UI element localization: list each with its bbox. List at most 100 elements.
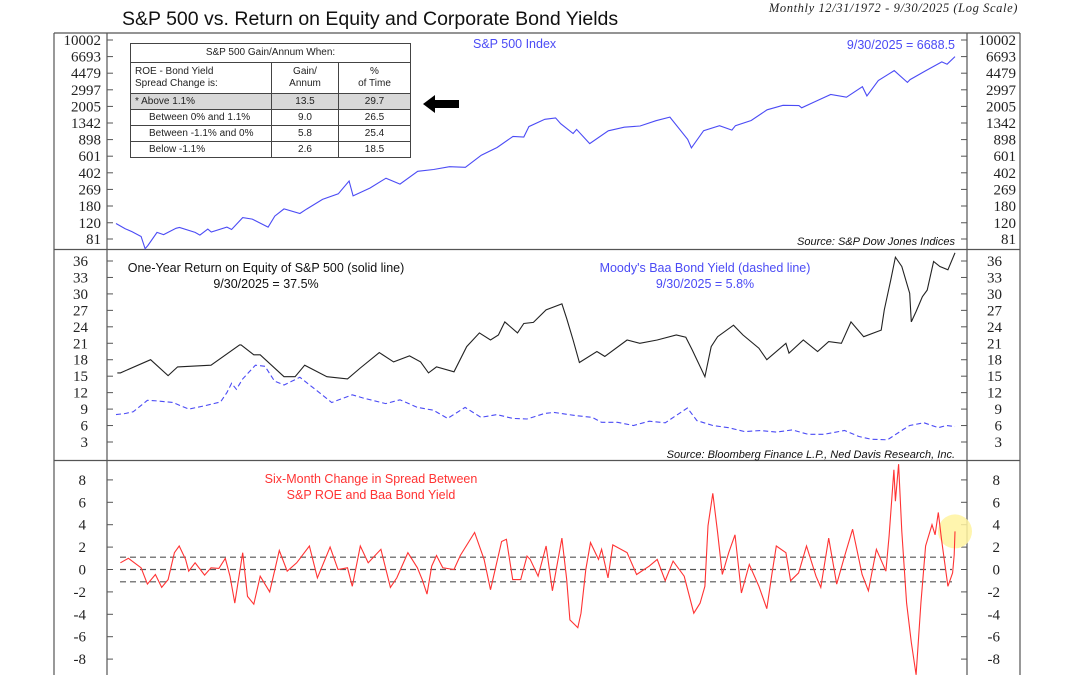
spread-left-tick-label: -4 xyxy=(74,607,87,623)
spread-right-tick-label: -6 xyxy=(988,630,1001,646)
roe-baa-left-tick-label: 9 xyxy=(81,402,89,418)
roe-baa-right-tick-label: 15 xyxy=(987,369,1002,385)
roe-baa-source: Source: Bloomberg Finance L.P., Ned Davi… xyxy=(667,449,955,461)
roe-baa-left-tick-label: 21 xyxy=(73,336,88,352)
roe-baa-left-tick-label: 30 xyxy=(73,287,88,303)
spread-left-tick-label: 6 xyxy=(79,495,87,511)
spread-right-tick-label: -8 xyxy=(988,652,1001,668)
sp500-left-tick-label: 2997 xyxy=(71,83,102,99)
spread-left-tick-label: 0 xyxy=(79,563,87,579)
spread-left-tick-label: -8 xyxy=(74,652,87,668)
roe-baa-right-tick-label: 24 xyxy=(987,320,1003,336)
sp500-right-tick-label: 180 xyxy=(994,199,1017,215)
spread-left-tick-label: 8 xyxy=(79,473,87,489)
sp500-left-tick-label: 898 xyxy=(79,133,102,149)
table-row: Below -1.1% 2.6 18.5 xyxy=(130,141,411,158)
table-row: * Above 1.1% 13.5 29.7 xyxy=(130,93,411,110)
sp500-right-tick-label: 898 xyxy=(994,133,1017,149)
spread-left-tick-label: -6 xyxy=(74,630,87,646)
table-row: Between -1.1% and 0% 5.8 25.4 xyxy=(130,125,411,142)
spread-title-line2: S&P ROE and Baa Bond Yield xyxy=(287,488,456,502)
spread-left-tick-label: 4 xyxy=(79,518,87,534)
roe-baa-right-tick-label: 30 xyxy=(987,287,1002,303)
roe-baa-left-tick-label: 15 xyxy=(73,369,88,385)
row-time: 29.7 xyxy=(338,93,411,110)
spread-title-line1: Six-Month Change in Spread Between xyxy=(265,472,478,486)
roe-baa-right-tick-label: 27 xyxy=(987,303,1003,319)
roe-baa-right-tick-label: 12 xyxy=(987,386,1002,402)
sp500-line xyxy=(115,56,956,250)
col-header-line: of Time xyxy=(358,78,391,89)
sp500-left-tick-label: 402 xyxy=(79,166,102,182)
spread-right-tick-label: 8 xyxy=(993,473,1001,489)
sp500-left-tick-label: 269 xyxy=(79,182,102,198)
table-col-header-condition: ROE - Bond Yield Spread Change is: xyxy=(130,62,272,94)
table-col-header-time: % of Time xyxy=(338,62,411,94)
roe-baa-right-tick-label: 33 xyxy=(987,270,1002,286)
spread-left-tick-label: 2 xyxy=(79,540,87,556)
sp500-left-tick-label: 2005 xyxy=(71,99,101,115)
row-gain: 2.6 xyxy=(271,141,339,158)
sp500-right-tick-label: 120 xyxy=(994,216,1017,232)
roe-baa-right-tick-label: 9 xyxy=(995,402,1003,418)
roe-baa-left-tick-label: 3 xyxy=(81,435,89,451)
table-row: Between 0% and 1.1% 9.0 26.5 xyxy=(130,109,411,126)
roe-line xyxy=(117,252,956,380)
roe-baa-right-tick-label: 21 xyxy=(987,336,1002,352)
sp500-right-tick-label: 402 xyxy=(994,166,1017,182)
sp500-left-tick-label: 1342 xyxy=(71,116,101,132)
sp500-left-tick-label: 180 xyxy=(79,199,102,215)
chart-subtitle: Monthly 12/31/1972 - 9/30/2025 (Log Scal… xyxy=(768,1,1018,15)
roe-baa-left-tick-label: 36 xyxy=(73,254,89,270)
col-header-line: % xyxy=(370,66,379,77)
row-time: 25.4 xyxy=(338,125,411,142)
roe-baa-left-tick-label: 6 xyxy=(81,419,89,435)
row-time: 26.5 xyxy=(338,109,411,126)
col-header-line: Annum xyxy=(289,78,321,89)
spread-change-line xyxy=(120,464,956,675)
row-gain: 5.8 xyxy=(271,125,339,142)
row-label: * Above 1.1% xyxy=(130,93,272,110)
sp500-right-tick-label: 6693 xyxy=(986,50,1016,66)
sp500-right-tick-label: 81 xyxy=(1001,232,1016,248)
col-header-line: Gain/ xyxy=(293,66,317,77)
baa-label: Moody's Baa Bond Yield (dashed line) xyxy=(600,261,811,275)
col-header-line: ROE - Bond Yield xyxy=(135,66,214,77)
table-title: S&P 500 Gain/Annum When: xyxy=(130,43,411,63)
spread-right-tick-label: 2 xyxy=(993,540,1001,556)
sp500-right-tick-label: 1342 xyxy=(986,116,1016,132)
roe-baa-right-tick-label: 18 xyxy=(987,353,1002,369)
sp500-right-tick-label: 4479 xyxy=(986,66,1016,82)
roe-baa-right-tick-label: 6 xyxy=(995,419,1003,435)
roe-baa-right-tick-label: 36 xyxy=(987,254,1003,270)
spread-right-tick-label: 4 xyxy=(993,518,1001,534)
sp500-right-tick-label: 2997 xyxy=(986,83,1017,99)
chart-title: S&P 500 vs. Return on Equity and Corpora… xyxy=(122,8,619,30)
col-header-line: Spread Change is: xyxy=(135,78,218,89)
sp500-right-tick-label: 601 xyxy=(994,149,1017,165)
sp500-right-tick-label: 2005 xyxy=(986,99,1016,115)
row-label: Between 0% and 1.1% xyxy=(130,109,272,126)
spread-right-tick-label: -4 xyxy=(988,607,1001,623)
sp500-right-tick-label: 10002 xyxy=(979,33,1017,49)
spread-left-tick-label: -2 xyxy=(74,585,87,601)
sp500-source: Source: S&P Dow Jones Indices xyxy=(797,236,955,248)
row-time: 18.5 xyxy=(338,141,411,158)
sp500-label: S&P 500 Index xyxy=(473,37,557,51)
roe-baa-left-tick-label: 27 xyxy=(73,303,89,319)
sp500-left-tick-label: 601 xyxy=(79,149,102,165)
sp500-right-tick-label: 269 xyxy=(994,182,1017,198)
sp500-left-tick-label: 6693 xyxy=(71,50,101,66)
spread-right-tick-label: 0 xyxy=(993,563,1001,579)
roe-baa-left-tick-label: 18 xyxy=(73,353,88,369)
roe-baa-left-tick-label: 12 xyxy=(73,386,88,402)
sp500-left-tick-label: 120 xyxy=(79,216,102,232)
roe-baa-left-tick-label: 33 xyxy=(73,270,88,286)
sp500-left-tick-label: 4479 xyxy=(71,66,101,82)
spread-right-tick-label: 6 xyxy=(993,495,1001,511)
arrow-left-icon xyxy=(423,95,459,113)
roe-baa-right-tick-label: 3 xyxy=(995,435,1003,451)
